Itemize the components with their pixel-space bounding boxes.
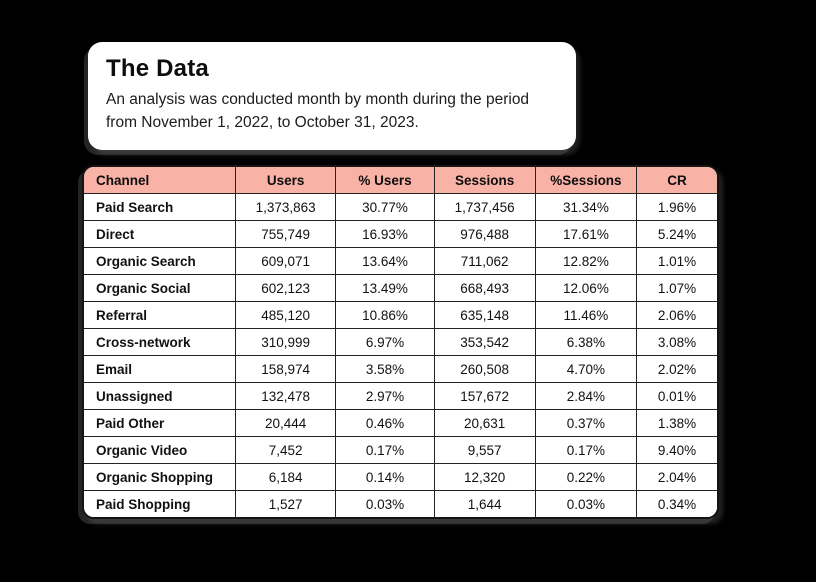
value-cell: 1.07% xyxy=(636,274,717,302)
value-cell: 2.97% xyxy=(335,382,435,410)
page-title: The Data xyxy=(106,55,209,82)
value-cell: 20,631 xyxy=(433,409,536,437)
table-row: Organic Shopping 6,184 0.14% 12,320 0.22% 2.0… xyxy=(84,463,717,491)
table-row: Paid Shopping 1,527 0.03% 1,644 0.03% 0.34% xyxy=(84,490,717,517)
value-cell: 711,062 xyxy=(433,247,536,275)
value-cell: 10.86% xyxy=(335,301,435,329)
table-row: Direct 755,749 16.93% 976,488 17.61% 5.24% xyxy=(84,220,717,248)
value-cell: 0.03% xyxy=(335,490,435,517)
value-cell: 0.37% xyxy=(534,409,638,437)
table-row: Organic Video 7,452 0.17% 9,557 0.17% 9.40% xyxy=(84,436,717,464)
value-cell: 1.01% xyxy=(636,247,717,275)
value-cell: 12.82% xyxy=(534,247,638,275)
channel-cell: Organic Social xyxy=(84,274,236,302)
value-cell: 6.38% xyxy=(534,328,638,356)
value-cell: 0.46% xyxy=(335,409,435,437)
value-cell: 9,557 xyxy=(433,436,536,464)
value-cell: 6.97% xyxy=(335,328,435,356)
value-cell: 3.58% xyxy=(335,355,435,383)
value-cell: 1,644 xyxy=(433,490,536,517)
value-cell: 668,493 xyxy=(433,274,536,302)
channel-cell: Organic Shopping xyxy=(84,463,236,491)
value-cell: 0.17% xyxy=(335,436,435,464)
channel-cell: Email xyxy=(84,355,236,383)
table-header: Channel Users% Users Sessions %Sessions CR xyxy=(84,167,717,194)
column-header-users: % Users xyxy=(335,167,435,194)
value-cell: 1,527 xyxy=(234,490,337,517)
table-row: Paid Search 1,373,863 30.77% 1,737,456 31.34… xyxy=(84,193,717,221)
value-cell: 132,478 xyxy=(234,382,337,410)
table-body: Paid Search 1,373,863 30.77% 1,737,456 31.34… xyxy=(84,193,717,517)
value-cell: 0.22% xyxy=(534,463,638,491)
value-cell: 485,120 xyxy=(234,301,337,329)
value-cell: 4.70% xyxy=(534,355,638,383)
column-header-channel: Channel xyxy=(84,167,236,194)
value-cell: 755,749 xyxy=(234,220,337,248)
table-row: Referral 485,120 10.86% 635,148 11.46% 2.06% xyxy=(84,301,717,329)
value-cell: 0.03% xyxy=(534,490,638,517)
column-header-sessions: %Sessions xyxy=(534,167,638,194)
channel-cell: Paid Search xyxy=(84,193,236,221)
value-cell: 158,974 xyxy=(234,355,337,383)
value-cell: 31.34% xyxy=(534,193,638,221)
table-row: Email 158,974 3.58% 260,508 4.70% 2.02% xyxy=(84,355,717,383)
column-header-users: Users xyxy=(234,167,337,194)
value-cell: 17.61% xyxy=(534,220,638,248)
value-cell: 1.38% xyxy=(636,409,717,437)
value-cell: 16.93% xyxy=(335,220,435,248)
value-cell: 13.64% xyxy=(335,247,435,275)
value-cell: 5.24% xyxy=(636,220,717,248)
value-cell: 12,320 xyxy=(433,463,536,491)
value-cell: 3.08% xyxy=(636,328,717,356)
value-cell: 6,184 xyxy=(234,463,337,491)
value-cell: 260,508 xyxy=(433,355,536,383)
value-cell: 976,488 xyxy=(433,220,536,248)
value-cell: 2.04% xyxy=(636,463,717,491)
value-cell: 635,148 xyxy=(433,301,536,329)
table-row: Organic Social 602,123 13.49% 668,493 12.06%… xyxy=(84,274,717,302)
channel-cell: Unassigned xyxy=(84,382,236,410)
value-cell: 0.34% xyxy=(636,490,717,517)
value-cell: 20,444 xyxy=(234,409,337,437)
value-cell: 602,123 xyxy=(234,274,337,302)
data-table: Channel Users% Users Sessions %Sessions CR P… xyxy=(84,167,717,517)
data-table-container: Channel Users% Users Sessions %Sessions CR P… xyxy=(82,165,719,519)
value-cell: 0.14% xyxy=(335,463,435,491)
value-cell: 12.06% xyxy=(534,274,638,302)
value-cell: 7,452 xyxy=(234,436,337,464)
table-row: Unassigned 132,478 2.97% 157,672 2.84% 0.01% xyxy=(84,382,717,410)
intro-card: The Data An analysis was conducted month… xyxy=(88,42,576,150)
value-cell: 1,737,456 xyxy=(433,193,536,221)
value-cell: 9.40% xyxy=(636,436,717,464)
channel-cell: Referral xyxy=(84,301,236,329)
column-header-cr: CR xyxy=(636,167,717,194)
value-cell: 30.77% xyxy=(335,193,435,221)
value-cell: 13.49% xyxy=(335,274,435,302)
value-cell: 2.02% xyxy=(636,355,717,383)
value-cell: 11.46% xyxy=(534,301,638,329)
value-cell: 1.96% xyxy=(636,193,717,221)
channel-cell: Organic Video xyxy=(84,436,236,464)
table-row: Cross-network 310,999 6.97% 353,542 6.38% 3.0… xyxy=(84,328,717,356)
value-cell: 0.01% xyxy=(636,382,717,410)
table-row: Organic Search 609,071 13.64% 711,062 12.82%… xyxy=(84,247,717,275)
channel-cell: Organic Search xyxy=(84,247,236,275)
value-cell: 0.17% xyxy=(534,436,638,464)
channel-cell: Paid Shopping xyxy=(84,490,236,517)
channel-cell: Paid Other xyxy=(84,409,236,437)
value-cell: 157,672 xyxy=(433,382,536,410)
channel-cell: Direct xyxy=(84,220,236,248)
column-header-sessions: Sessions xyxy=(433,167,536,194)
value-cell: 609,071 xyxy=(234,247,337,275)
value-cell: 310,999 xyxy=(234,328,337,356)
value-cell: 2.84% xyxy=(534,382,638,410)
value-cell: 353,542 xyxy=(433,328,536,356)
page-subtitle: An analysis was conducted month by month… xyxy=(106,91,530,131)
table-row: Paid Other 20,444 0.46% 20,631 0.37% 1.38% xyxy=(84,409,717,437)
channel-cell: Cross-network xyxy=(84,328,236,356)
table-header-row: Channel Users% Users Sessions %Sessions CR xyxy=(84,167,717,194)
value-cell: 2.06% xyxy=(636,301,717,329)
value-cell: 1,373,863 xyxy=(234,193,337,221)
